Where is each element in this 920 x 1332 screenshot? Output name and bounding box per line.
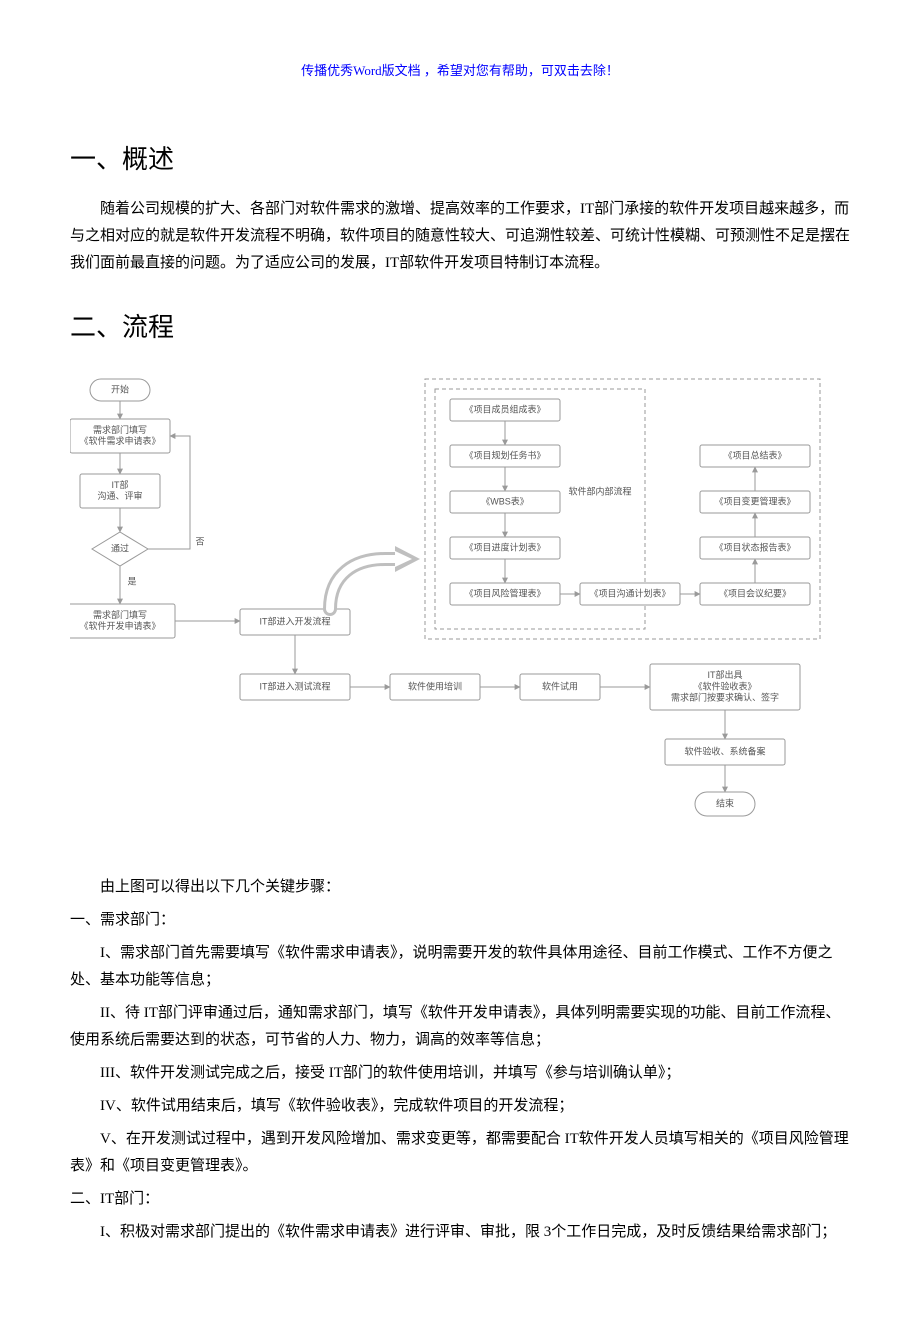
svg-text:需求部门填写: 需求部门填写 — [93, 424, 147, 435]
svg-text:《项目规划任务书》: 《项目规划任务书》 — [464, 449, 545, 460]
section-1-body: 随着公司规模的扩大、各部门对软件需求的激增、提高效率的工作要求，IT部门承接的软… — [70, 196, 850, 277]
svg-text:IT部出具: IT部出具 — [708, 669, 743, 680]
req-step-3: III、软件开发测试完成之后，接受 IT部门的软件使用培训，并填写《参与培训确认… — [70, 1060, 850, 1087]
svg-text:IT部进入测试流程: IT部进入测试流程 — [260, 680, 331, 691]
document-page: 传播优秀Word版文档 ，希望对您有帮助，可双击去除！ 一、概述 随着公司规模的… — [0, 0, 920, 1332]
svg-text:开始: 开始 — [111, 383, 129, 394]
req-step-4: IV、软件试用结束后，填写《软件验收表》，完成软件项目的开发流程； — [70, 1093, 850, 1120]
svg-text:软件部内部流程: 软件部内部流程 — [568, 485, 631, 496]
svg-text:《项目会议纪要》: 《项目会议纪要》 — [719, 587, 791, 598]
flowchart: 开始需求部门填写《软件需求申请表》IT部沟通、评审通过否是需求部门填写《软件开发… — [70, 364, 850, 844]
svg-text:《软件验收表》: 《软件验收表》 — [693, 680, 756, 691]
req-step-1: I、需求部门首先需要填写《软件需求申请表》，说明需要开发的软件具体用途径、目前工… — [70, 940, 850, 994]
svg-text:《项目沟通计划表》: 《项目沟通计划表》 — [589, 587, 670, 598]
svg-text:《项目变更管理表》: 《项目变更管理表》 — [714, 495, 795, 506]
svg-text:沟通、评审: 沟通、评审 — [97, 490, 142, 501]
section-1-title: 一、概述 — [70, 139, 850, 176]
svg-text:需求部门填写: 需求部门填写 — [93, 609, 147, 620]
svg-text:是: 是 — [127, 576, 136, 586]
svg-text:通过: 通过 — [111, 542, 129, 553]
it-dept-title: 二、IT部门： — [70, 1186, 850, 1213]
svg-text:否: 否 — [195, 536, 204, 546]
svg-text:《项目风险管理表》: 《项目风险管理表》 — [464, 587, 545, 598]
req-step-5: V、在开发测试过程中，遇到开发风险增加、需求变更等，都需要配合 IT软件开发人员… — [70, 1126, 850, 1180]
svg-text:《软件开发申请表》: 《软件开发申请表》 — [79, 620, 160, 631]
svg-text:软件验收、系统备案: 软件验收、系统备案 — [684, 745, 765, 756]
svg-text:《WBS表》: 《WBS表》 — [481, 495, 529, 506]
svg-text:《项目进度计划表》: 《项目进度计划表》 — [464, 541, 545, 552]
svg-text:《项目状态报告表》: 《项目状态报告表》 — [714, 541, 795, 552]
header-note: 传播优秀Word版文档 ，希望对您有帮助，可双击去除！ — [70, 60, 850, 79]
steps-intro: 由上图可以得出以下几个关键步骤： — [70, 874, 850, 901]
svg-text:结束: 结束 — [716, 797, 734, 808]
it-step-1: I、积极对需求部门提出的《软件需求申请表》进行评审、审批，限 3个工作日完成，及… — [70, 1219, 850, 1246]
flowchart-svg: 开始需求部门填写《软件需求申请表》IT部沟通、评审通过否是需求部门填写《软件开发… — [70, 364, 830, 844]
svg-text:《软件需求申请表》: 《软件需求申请表》 — [79, 435, 160, 446]
svg-text:《项目成员组成表》: 《项目成员组成表》 — [464, 403, 545, 414]
svg-text:IT部进入开发流程: IT部进入开发流程 — [260, 615, 331, 626]
svg-text:软件使用培训: 软件使用培训 — [408, 680, 462, 691]
req-step-2: II、待 IT部门评审通过后，通知需求部门，填写《软件开发申请表》，具体列明需要… — [70, 1000, 850, 1054]
svg-text:《项目总结表》: 《项目总结表》 — [723, 449, 786, 460]
svg-text:需求部门按要求确认、签字: 需求部门按要求确认、签字 — [671, 692, 779, 703]
svg-text:IT部: IT部 — [112, 479, 129, 490]
section-2-title: 二、流程 — [70, 307, 850, 344]
req-dept-title: 一、需求部门： — [70, 907, 850, 934]
svg-text:软件试用: 软件试用 — [542, 680, 578, 691]
